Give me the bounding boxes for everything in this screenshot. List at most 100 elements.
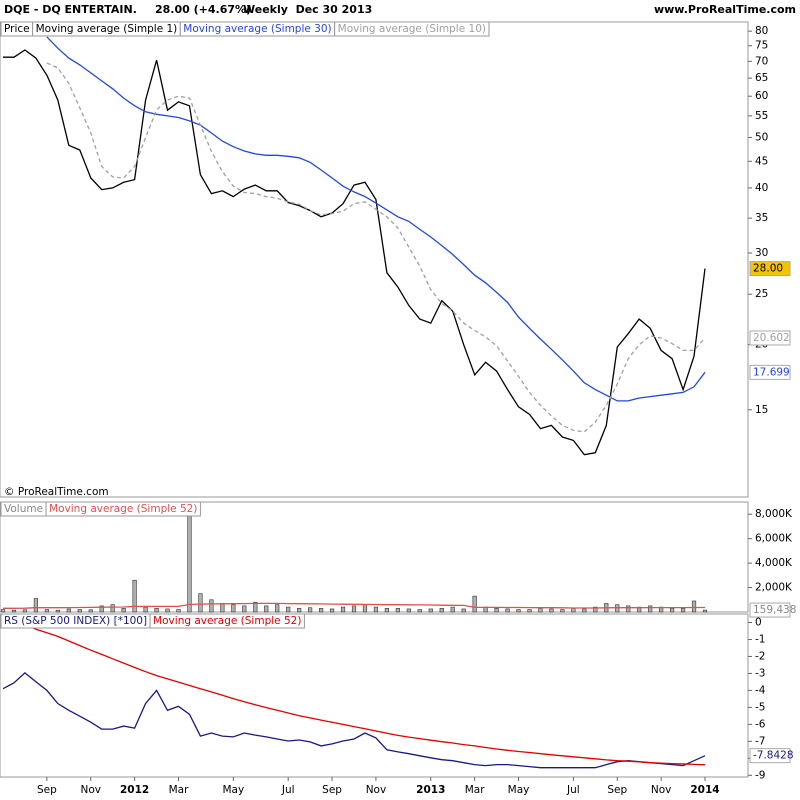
series-line [2, 672, 706, 769]
x-tick-label: Nov [81, 784, 102, 796]
y-tick-label: 40 [755, 182, 768, 194]
legend-item: Moving average (Simple 10) [334, 21, 490, 37]
last-value-box [749, 261, 791, 277]
volume-bar [439, 608, 444, 613]
volume-bar [351, 605, 357, 613]
last-value: -7.8428 [749, 748, 794, 764]
volume-bar [593, 606, 598, 613]
series-line [3, 49, 706, 456]
volume-bar [198, 593, 203, 613]
legend-item-text: Moving average (Simple 30) [183, 23, 331, 35]
volume-bar [560, 609, 565, 613]
y-tick-label: 35 [755, 212, 768, 224]
volume-bar [417, 609, 422, 613]
y-tick-label: -6 [755, 718, 766, 730]
volume-bar [516, 609, 521, 613]
x-tick-label: 2014 [690, 784, 719, 796]
volume-bar [286, 606, 291, 613]
last-value: 17.699 [749, 364, 791, 380]
volume-bar [527, 609, 532, 613]
symbol: DQE - DQ ENTERTAIN. [4, 3, 137, 16]
last-value-text: 28.00 [753, 263, 783, 275]
legend-item-text: Moving average (Simple 52) [49, 503, 197, 515]
volume-bar [275, 604, 280, 613]
series-line [13, 618, 706, 766]
legend-item: Moving average (Simple 52) [149, 613, 305, 629]
series-line [46, 62, 706, 433]
volume-bar [176, 609, 181, 613]
volume-bar [220, 603, 225, 613]
x-tick-label: Jul [566, 784, 580, 796]
series-line [3, 602, 705, 609]
legend-item-text: Moving average (Simple 52) [153, 615, 301, 627]
volume-bar [571, 608, 576, 613]
y-tick-label: -4 [755, 684, 766, 696]
volume-bar [88, 609, 93, 613]
volume-bar [450, 606, 455, 613]
y-tick-label: -9 [755, 769, 765, 781]
volume-bar [308, 607, 313, 613]
legend-item: RS (S&P 500 INDEX) [*100] [0, 613, 151, 629]
legend-item-text: Volume [4, 503, 43, 515]
y-tick-label: 80 [755, 25, 768, 37]
volume-bar [318, 608, 324, 613]
volume-bar [362, 604, 368, 613]
last-value: 28.00 [749, 261, 791, 277]
x-tick-label: May [222, 784, 244, 796]
y-tick-label: -1 [755, 633, 765, 645]
y-tick-label: 55 [755, 110, 768, 122]
volume-panel [0, 501, 749, 613]
legend-item: Price [0, 21, 34, 37]
volume-bar [11, 609, 17, 613]
volume-bar [44, 609, 49, 613]
period: Weekly Dec 30 2013 [243, 3, 372, 16]
y-tick-label: 75 [755, 40, 768, 52]
y-tick-label: 30 [755, 247, 768, 259]
volume-bar [582, 608, 587, 613]
volume-bar [242, 605, 247, 613]
volume-bar [626, 605, 631, 613]
x-tick-label: Mar [169, 784, 189, 796]
legend-item-box [45, 501, 201, 517]
volume-bar [187, 506, 192, 613]
x-tick-label: Mar [465, 784, 485, 796]
x-tick-label: Jul [281, 784, 295, 796]
volume-bar [669, 608, 675, 613]
volume-bar [702, 609, 708, 613]
copyright: © ProRealTime.com [4, 486, 109, 498]
x-tick-label: May [508, 784, 530, 796]
y-tick-label: 45 [755, 155, 768, 167]
y-tick-label: 25 [755, 288, 768, 300]
volume-bar [384, 608, 390, 613]
y-tick-label: 15 [755, 404, 768, 416]
last-value-box [749, 748, 791, 764]
volume-bar [494, 608, 499, 613]
volume-bar [329, 608, 335, 613]
x-tick-label: 2013 [416, 784, 445, 796]
volume-bar [538, 608, 543, 613]
x-tick-label: Sep [322, 784, 342, 796]
volume-bar [428, 608, 433, 613]
y-tick-label: 2,000K [755, 582, 793, 594]
volume-bar [406, 608, 411, 613]
volume-bar [0, 609, 6, 613]
x-tick-label: Nov [366, 784, 387, 796]
volume-bar [110, 604, 115, 613]
volume-bar [165, 608, 170, 613]
x-tick-label: Nov [651, 784, 672, 796]
rs-panel [0, 613, 749, 778]
volume-bar [99, 605, 104, 613]
y-tick-label: -2 [755, 650, 765, 662]
volume-bar [691, 600, 697, 613]
volume-bar [231, 604, 236, 613]
volume-bar [55, 609, 60, 613]
y-tick-label: 50 [755, 131, 768, 143]
legend-item: Volume [0, 501, 47, 517]
legend-item: Moving average (Simple 1) [32, 21, 181, 37]
volume-bar [22, 609, 28, 613]
y-tick-label: 4,000K [755, 557, 793, 569]
volume-bar [143, 606, 148, 613]
volume-bar [154, 608, 159, 613]
volume-bar [395, 608, 400, 613]
last-value-text: 20.602 [753, 332, 790, 344]
